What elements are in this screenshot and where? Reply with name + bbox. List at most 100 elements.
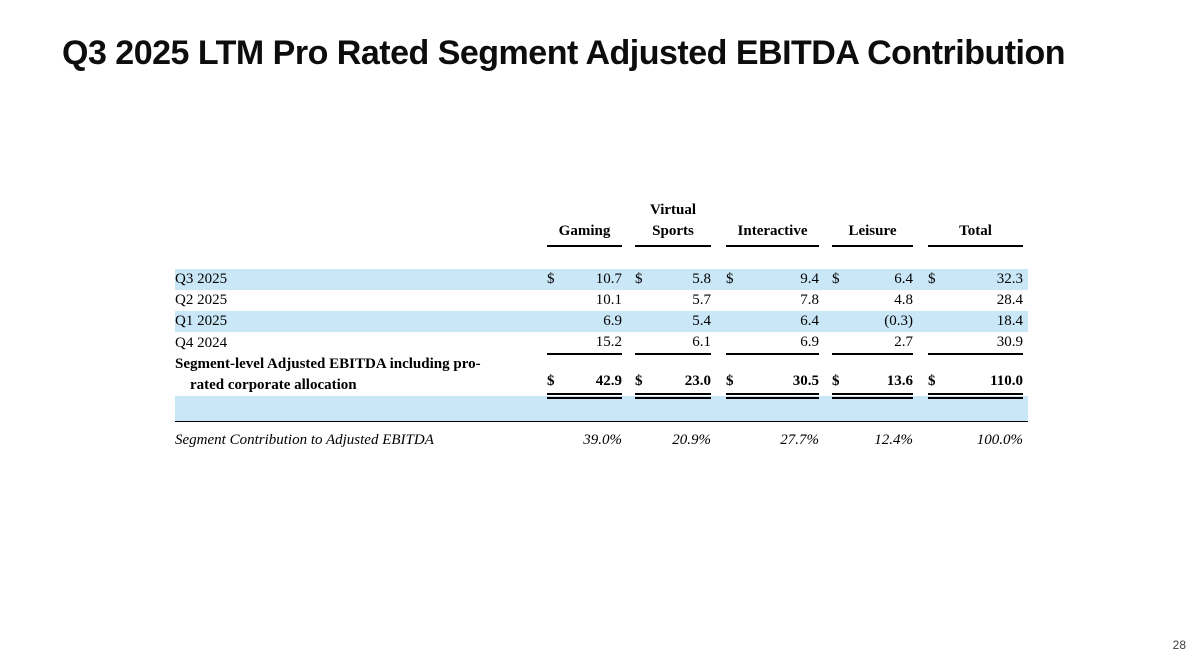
table-header-row: Gaming Virtual Sports Interactive Leisur… [175, 200, 1028, 247]
column-gap [711, 269, 726, 290]
column-gap [711, 290, 726, 311]
cell-pct-gaming: 39.0% [583, 432, 622, 448]
row-label: Q4 2024 [175, 335, 228, 351]
header-spacer [175, 200, 547, 246]
cell-pct-interactive: 27.7% [780, 432, 819, 448]
cell-pct-virtual-sports: 20.9% [672, 432, 711, 448]
column-gap [913, 200, 928, 246]
cell-q2-leisure: 4.8 [894, 292, 913, 308]
cell-q3-leisure: $6.4 [832, 269, 913, 290]
currency-symbol: $ [928, 271, 936, 287]
column-header-total: Total [928, 200, 1023, 247]
currency-symbol: $ [832, 271, 840, 287]
row-label: Q1 2025 [175, 311, 547, 332]
column-gap [819, 311, 832, 332]
column-gap [819, 269, 832, 290]
column-gap [819, 332, 832, 354]
stripe-divider-cell [175, 396, 1028, 422]
cell-q2-total: 28.4 [996, 292, 1023, 308]
currency-symbol: $ [726, 373, 734, 389]
table-row-q3-2025: Q3 2025 $10.7 $5.8 $9.4 $6.4 $32.3 [175, 269, 1028, 290]
column-gap [622, 200, 635, 246]
column-gap [913, 311, 928, 332]
column-gap [913, 430, 928, 451]
column-gap [711, 332, 726, 354]
cell-q4-virtual-sports: 6.1 [635, 332, 711, 355]
cell-total-leisure: $13.6 [832, 354, 913, 399]
stripe-divider-row [175, 396, 1028, 422]
row-label: Q3 2025 [175, 269, 547, 290]
cell-q2-interactive: 7.8 [800, 292, 819, 308]
cell-total-total: $110.0 [928, 354, 1023, 399]
column-filler [1023, 430, 1028, 451]
cell-pct-leisure: 12.4% [874, 432, 913, 448]
column-gap [622, 269, 635, 290]
column-header-virtual-sports: Virtual Sports [635, 200, 711, 247]
column-gap [913, 354, 928, 396]
column-gap [711, 354, 726, 396]
column-gap [622, 311, 635, 332]
column-gap [622, 290, 635, 311]
cell-q4-interactive: 6.9 [726, 332, 819, 355]
spacer-row [175, 422, 1028, 431]
spacer-cell [175, 246, 1028, 269]
slide-title: Q3 2025 LTM Pro Rated Segment Adjusted E… [62, 34, 1066, 72]
cell-q1-virtual-sports: 5.4 [635, 311, 711, 332]
column-filler [1023, 311, 1028, 332]
cell-q1-gaming: 6.9 [547, 311, 622, 332]
cell-pct-total: 100.0% [976, 432, 1023, 448]
column-gap [913, 269, 928, 290]
column-gap [819, 354, 832, 396]
spacer-row [175, 246, 1028, 269]
cell-q2-virtual-sports: 5.7 [692, 292, 711, 308]
currency-symbol: $ [547, 271, 555, 287]
table-row-segment-total: Segment-level Adjusted EBITDA including … [175, 354, 1028, 399]
cell-q1-total: 18.4 [928, 311, 1023, 332]
row-label: Q2 2025 [175, 292, 228, 308]
column-gap [622, 332, 635, 354]
cell-q4-leisure: 2.7 [832, 332, 913, 355]
column-filler [1023, 200, 1028, 246]
column-header-leisure: Leisure [832, 200, 913, 247]
row-label-line2: rated corporate allocation [190, 377, 357, 393]
cell-q3-total: $32.3 [928, 269, 1023, 290]
cell-total-interactive: $30.5 [726, 354, 819, 399]
cell-q4-total: 30.9 [928, 332, 1023, 355]
cell-q4-gaming: 15.2 [547, 332, 622, 355]
column-filler [1023, 332, 1028, 354]
row-label-line1: Segment-level Adjusted EBITDA including … [175, 356, 481, 372]
table-row-q4-2024: Q4 2024 15.2 6.1 6.9 2.7 30.9 [175, 332, 1028, 355]
currency-symbol: $ [547, 373, 555, 389]
column-filler [1023, 354, 1028, 396]
column-header-gaming: Gaming [547, 200, 622, 247]
row-label: Segment Contribution to Adjusted EBITDA [175, 432, 434, 448]
cell-q3-gaming: $10.7 [547, 269, 622, 290]
page-number: 28 [1172, 638, 1186, 652]
column-gap [711, 311, 726, 332]
column-gap [819, 200, 832, 246]
column-gap [819, 290, 832, 311]
segment-ebitda-table: Gaming Virtual Sports Interactive Leisur… [175, 200, 1028, 451]
column-gap [622, 354, 635, 396]
currency-symbol: $ [635, 373, 643, 389]
column-header-interactive: Interactive [726, 200, 819, 247]
cell-q2-gaming: 10.1 [595, 292, 622, 308]
cell-total-gaming: $42.9 [547, 354, 622, 399]
column-gap [622, 430, 635, 451]
table-row-q1-2025: Q1 2025 6.9 5.4 6.4 (0.3) 18.4 [175, 311, 1028, 332]
column-gap [711, 430, 726, 451]
column-gap [913, 332, 928, 354]
currency-symbol: $ [832, 373, 840, 389]
column-gap [711, 200, 726, 246]
row-label: Segment-level Adjusted EBITDA including … [175, 354, 547, 396]
currency-symbol: $ [928, 373, 936, 389]
table-row-q2-2025: Q2 2025 10.1 5.7 7.8 4.8 28.4 [175, 290, 1028, 311]
currency-symbol: $ [635, 271, 643, 287]
cell-q1-leisure: (0.3) [832, 311, 913, 332]
spacer-cell [175, 422, 1028, 431]
cell-q3-interactive: $9.4 [726, 269, 819, 290]
column-gap [819, 430, 832, 451]
currency-symbol: $ [726, 271, 734, 287]
column-filler [1023, 269, 1028, 290]
